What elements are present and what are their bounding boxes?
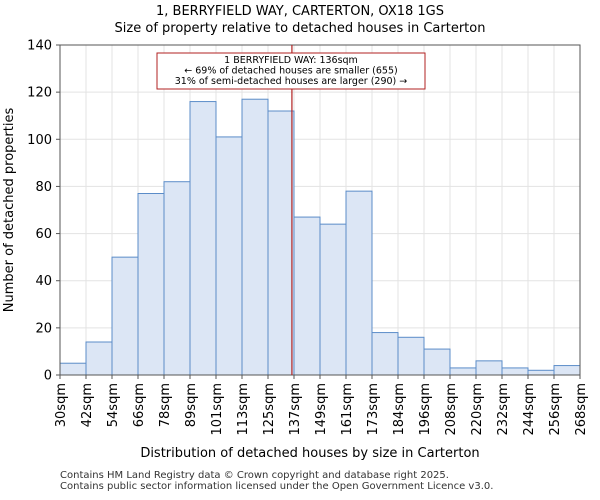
x-axis-label: Distribution of detached houses by size … [140,446,479,461]
bar [553,365,581,376]
x-tick-label: 30sqm [54,383,69,427]
x-tick-label: 161sqm [340,383,355,436]
x-tick-label: 101sqm [210,383,225,436]
chart-title: 1, BERRYFIELD WAY, CARTERTON, OX18 1GS [155,4,445,19]
bar [527,369,555,376]
y-tick-label: 0 [44,369,52,384]
annotation-line-1: 1 BERRYFIELD WAY: 136sqm [224,55,358,66]
bars [59,98,581,376]
bar [475,360,503,376]
y-tick-label: 40 [35,274,52,289]
x-tick-label: 89sqm [184,383,199,427]
bar [319,223,347,376]
footer-line-1: Contains HM Land Registry data © Crown c… [60,470,449,481]
annotation-box: 1 BERRYFIELD WAY: 136sqm ← 69% of detach… [156,52,426,90]
x-tick-label: 256sqm [548,383,563,436]
y-tick-label: 120 [27,86,52,101]
x-tick-label: 232sqm [496,383,511,436]
bar [163,181,191,376]
y-axis-ticks: 0 20 40 60 80 100 120 140 [27,39,60,384]
annotation-line-3: 31% of semi-detached houses are larger (… [175,76,408,87]
bar [59,362,87,376]
bar [449,367,477,376]
bar [267,110,295,376]
bar [371,332,399,376]
footer-line-2: Contains public sector information licen… [60,481,494,492]
y-tick-label: 100 [27,133,52,148]
x-tick-label: 78sqm [158,383,173,427]
bar [397,336,425,376]
y-tick-label: 140 [27,39,52,54]
x-tick-label: 66sqm [132,383,147,427]
bar [423,348,451,376]
x-tick-label: 54sqm [106,383,121,427]
bar [85,341,113,376]
bar [241,98,269,376]
y-tick-label: 20 [35,321,52,336]
x-tick-label: 113sqm [236,383,251,436]
x-tick-label: 173sqm [366,383,381,436]
bar [501,367,529,376]
y-axis-label: Number of detached properties [2,108,17,313]
annotation-line-2: ← 69% of detached houses are smaller (65… [184,66,397,77]
y-tick-label: 80 [35,180,52,195]
x-tick-label: 42sqm [80,383,95,427]
y-tick-label: 60 [35,227,52,242]
bar [137,193,165,376]
x-tick-label: 220sqm [470,383,485,436]
x-tick-label: 149sqm [314,383,329,436]
x-tick-label: 268sqm [574,383,589,436]
x-tick-label: 184sqm [392,383,407,436]
x-tick-label: 125sqm [262,383,277,436]
bar [345,190,373,376]
chart-subtitle: Size of property relative to detached ho… [114,21,486,36]
x-tick-label: 244sqm [522,383,537,436]
bar [215,136,243,376]
x-tick-label: 196sqm [418,383,433,436]
footer-attribution: Contains HM Land Registry data © Crown c… [60,470,493,492]
x-tick-label: 208sqm [444,383,459,436]
x-axis-ticks: 30sqm 42sqm 54sqm 66sqm 78sqm 89sqm 101sqm 113s… [54,375,589,436]
bar [293,216,321,376]
bar [189,101,217,376]
bar [111,256,139,376]
x-tick-label: 137sqm [288,383,303,436]
annotation-frame [156,52,426,90]
